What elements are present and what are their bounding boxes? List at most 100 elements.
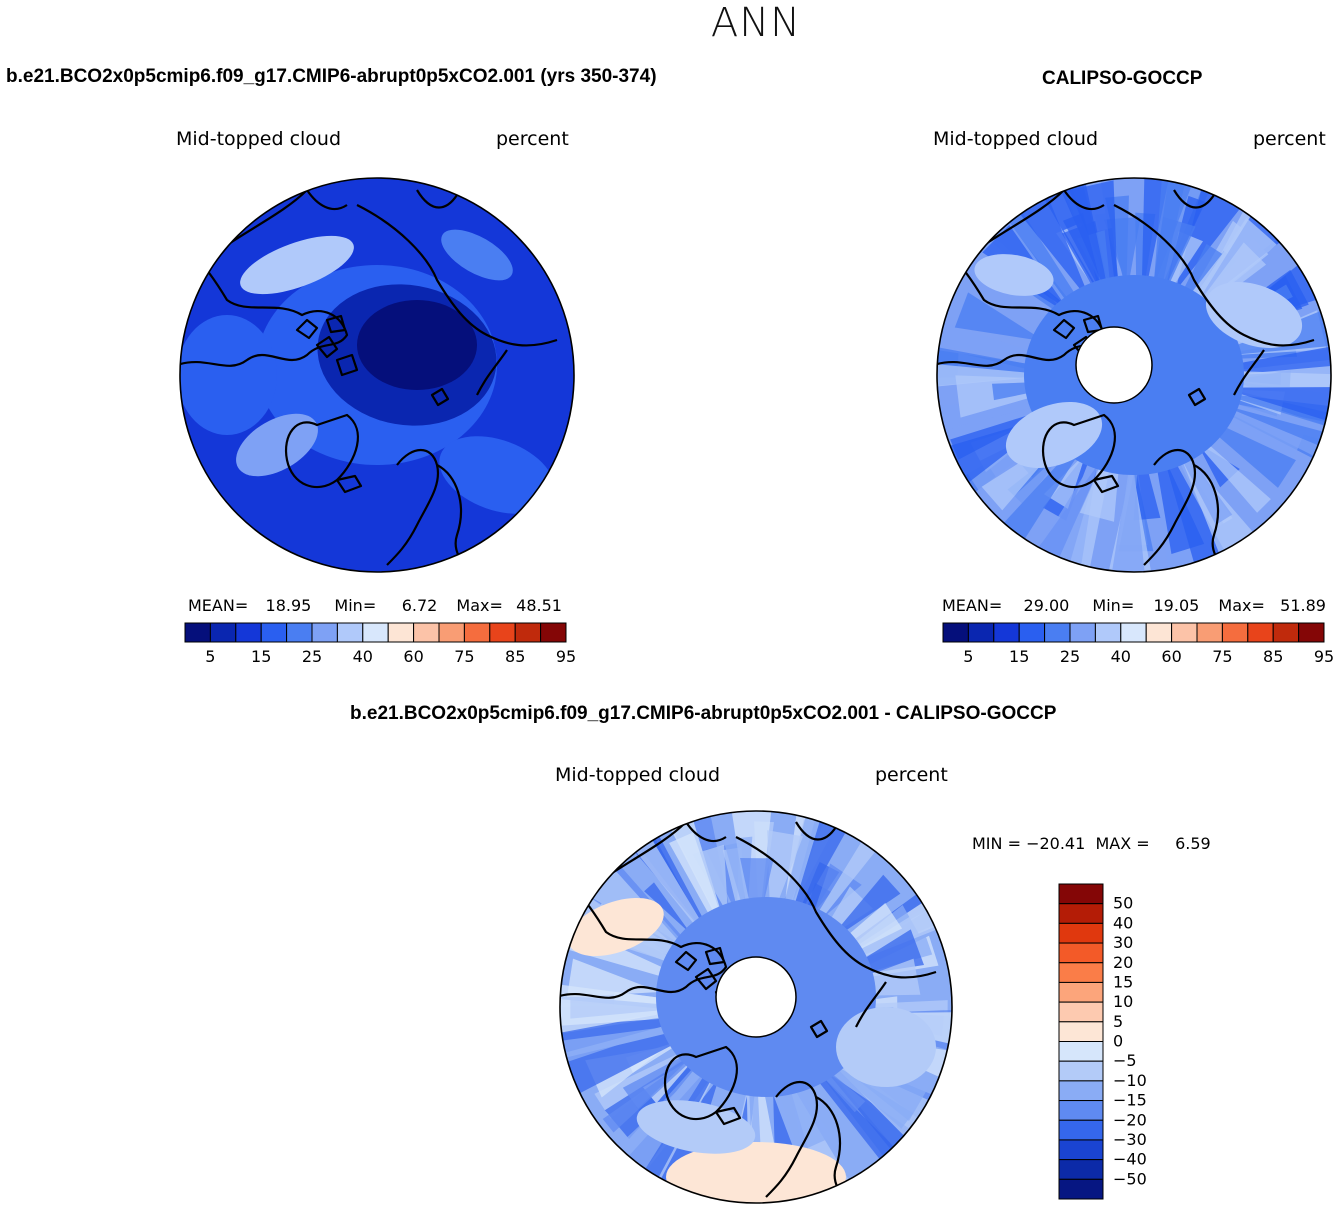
colorbar-level-label: −20 xyxy=(1113,1110,1147,1129)
colorbar-box xyxy=(1058,1159,1104,1180)
panel-diff-header: b.e21.BCO2x0p5cmip6.f09_g17.CMIP6-abrupt… xyxy=(350,703,1057,724)
map-field-streak xyxy=(788,1078,834,1151)
coastline xyxy=(1041,413,1116,489)
coastline xyxy=(180,244,349,367)
max-label: Max= xyxy=(456,596,503,615)
map-field-streak xyxy=(1175,182,1245,292)
map-boundary xyxy=(179,177,575,573)
colorbar-box xyxy=(1044,622,1071,643)
colorbar-box xyxy=(1058,883,1104,905)
colorbar-box xyxy=(1145,622,1173,643)
colorbar-box xyxy=(1298,622,1325,643)
panel-model-units: percent xyxy=(496,128,569,150)
map-field-region xyxy=(974,254,1054,296)
coastline xyxy=(765,1081,819,1198)
coastline xyxy=(315,335,339,359)
colorbar-box xyxy=(286,622,313,643)
colorbar-box xyxy=(463,622,491,643)
panel-diff-minmax: MIN = −20.41 MAX = 6.59 xyxy=(972,834,1211,853)
map-model xyxy=(179,177,575,573)
coastline xyxy=(1052,318,1076,340)
map-obs xyxy=(936,177,1332,573)
map-field-region xyxy=(441,229,513,281)
colorbar-level-label: −50 xyxy=(1113,1169,1147,1188)
coastline xyxy=(674,950,698,972)
colorbar-tick-label: 95 xyxy=(556,647,576,666)
colorbar-box xyxy=(1058,981,1104,1003)
mean-value: 29.00 xyxy=(1023,596,1070,615)
colorbar-box xyxy=(184,622,211,643)
colorbar-level-label: 15 xyxy=(1113,972,1133,991)
colorbar-box xyxy=(1120,622,1147,643)
colorbar-box xyxy=(1221,622,1249,643)
coastline xyxy=(1173,189,1215,209)
panel-model-header: b.e21.BCO2x0p5cmip6.f09_g17.CMIP6-abrupt… xyxy=(6,66,657,87)
colorbar-tick-label: 5 xyxy=(963,647,973,666)
colorbar-tick-label: 60 xyxy=(403,647,423,666)
coastline xyxy=(560,876,728,999)
colorbar-level-label: −30 xyxy=(1113,1130,1147,1149)
panel-model-stats: MEAN= 18.95 Min= 6.72 Max= 48.51 xyxy=(188,596,562,615)
colorbar-box xyxy=(1058,962,1104,983)
coastline xyxy=(325,314,347,334)
colorbar-box xyxy=(514,622,542,643)
map-field-streak xyxy=(740,858,774,935)
colorbar-box xyxy=(311,622,338,643)
colorbar-level-label: 20 xyxy=(1113,953,1133,972)
coastline xyxy=(335,353,359,377)
map-field-streak xyxy=(1043,452,1087,509)
map-field-region xyxy=(568,897,664,957)
panel-obs-variable: Mid-topped cloud xyxy=(933,128,1099,150)
colorbar-level-label: −15 xyxy=(1113,1091,1147,1110)
coastline xyxy=(430,387,450,407)
map-field-region xyxy=(180,315,277,435)
colorbar-tick-label: 40 xyxy=(1111,647,1131,666)
colorbar-box xyxy=(1058,1100,1104,1121)
colorbar-box xyxy=(362,622,389,643)
map-field-streak xyxy=(1218,403,1331,456)
colorbar-tick-label: 15 xyxy=(1009,647,1029,666)
colorbar-level-label: −5 xyxy=(1113,1051,1137,1070)
coastline xyxy=(694,967,718,991)
figure-main-title: ANN xyxy=(710,0,802,46)
map-field-streak xyxy=(937,317,1052,358)
coastline xyxy=(284,413,359,489)
coastline xyxy=(356,204,558,347)
coastline xyxy=(295,318,319,340)
map-field-region xyxy=(1005,402,1103,468)
colorbar-level-label: 50 xyxy=(1113,894,1133,913)
colorbar-level-label: −40 xyxy=(1113,1150,1147,1169)
colorbar-box xyxy=(942,622,969,643)
colorbar-box xyxy=(1058,1119,1104,1141)
colorbar-box xyxy=(489,622,516,643)
colorbar-obs: 5 15 25 40 60 75 85 95 xyxy=(942,622,1334,666)
colorbar-box xyxy=(1058,1021,1104,1042)
colorbar-box xyxy=(1058,942,1104,964)
colorbar-box xyxy=(1058,903,1104,924)
colorbar-box xyxy=(1094,622,1122,643)
map-boundary xyxy=(559,810,953,1204)
coastline xyxy=(476,349,508,396)
map-field-region xyxy=(236,413,318,477)
coastline xyxy=(855,981,887,1028)
coastline xyxy=(795,821,837,841)
coastline xyxy=(1143,449,1197,566)
map-field-region xyxy=(636,1100,756,1154)
map-field-streak xyxy=(954,292,1045,342)
colorbar-box xyxy=(1171,622,1198,643)
colorbar-tick-label: 5 xyxy=(205,647,215,666)
colorbar-level-label: 0 xyxy=(1113,1032,1123,1051)
map-boundary xyxy=(936,177,1332,573)
missing-data-pole xyxy=(1075,326,1153,404)
colorbar-tick-label: 85 xyxy=(505,647,525,666)
map-field-region xyxy=(439,436,555,514)
colorbar-box xyxy=(1058,1139,1104,1161)
map-field-region xyxy=(836,1007,936,1087)
panel-diff-units: percent xyxy=(875,764,948,786)
colorbar-box xyxy=(1058,922,1104,944)
colorbar-level-label: 30 xyxy=(1113,933,1133,952)
colorbar-box xyxy=(413,622,440,643)
map-field-streak xyxy=(1220,387,1331,422)
coastline xyxy=(335,474,363,494)
